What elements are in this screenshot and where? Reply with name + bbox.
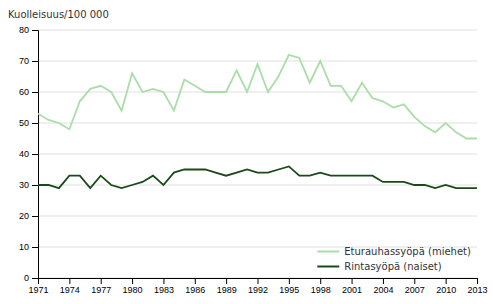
x-tick-label: 1986 [185, 285, 205, 295]
x-tick: 1974 [60, 278, 80, 295]
x-tick-mark [226, 278, 227, 284]
grid [38, 30, 477, 278]
x-tick-mark [383, 278, 384, 284]
x-tick-mark [163, 278, 164, 284]
y-tick-label: 20 [19, 211, 29, 221]
x-tick-label: 1983 [154, 285, 174, 295]
y-tick-mark [32, 30, 38, 31]
y-tick-mark [32, 123, 38, 124]
x-tick-label: 1995 [279, 285, 299, 295]
y-tick-mark [32, 92, 38, 93]
x-tick-mark [414, 278, 415, 284]
legend-swatch [317, 251, 339, 253]
y-tick: 40 [19, 149, 38, 159]
y-tick-label: 30 [19, 180, 29, 190]
y-tick-mark [32, 185, 38, 186]
x-tick-label: 2013 [467, 285, 487, 295]
x-axis-line [39, 279, 478, 285]
y-tick-mark [32, 61, 38, 62]
y-tick-mark [32, 154, 38, 155]
x-tick: 1992 [248, 278, 268, 295]
legend-label: Rintasyöpä (naiset) [344, 261, 441, 272]
y-tick-label: 60 [19, 87, 29, 97]
y-axis-line [32, 31, 39, 279]
x-tick-mark [289, 278, 290, 284]
y-tick: 20 [19, 211, 38, 221]
y-tick: 60 [19, 87, 38, 97]
x-tick: 1977 [91, 278, 111, 295]
x-axis: 1971 1974 1977 1980 1983 1986 1989 1992 1995 1998… [28, 278, 487, 295]
x-tick-mark [195, 278, 196, 284]
legend-swatch [317, 266, 339, 268]
y-tick-label: 0 [24, 273, 29, 283]
grid-line [38, 123, 477, 124]
chart: 1971 1974 1977 1980 1983 1986 1989 1992 1995 1998… [0, 0, 493, 304]
x-tick: 2004 [373, 278, 393, 295]
x-tick-mark [477, 278, 478, 284]
x-tick-mark [132, 278, 133, 284]
y-tick: 0 [24, 273, 38, 283]
x-tick: 1995 [279, 278, 299, 295]
x-tick-mark [320, 278, 321, 284]
y-tick-mark [32, 278, 38, 279]
y-tick-label: 50 [19, 118, 29, 128]
series-line [38, 55, 477, 139]
legend-item: Rintasyöpä (naiset) [317, 261, 441, 272]
x-tick-mark [446, 278, 447, 284]
x-tick-label: 1989 [217, 285, 237, 295]
legend: Eturauhassyöpä (miehet) Rintasyöpä (naise… [317, 246, 471, 272]
lines [38, 55, 477, 188]
x-tick-mark [101, 278, 102, 284]
y-tick: 70 [19, 56, 38, 66]
x-tick-label: 1992 [248, 285, 268, 295]
x-tick-mark [69, 278, 70, 284]
x-tick-label: 1974 [60, 285, 80, 295]
grid-line [38, 61, 477, 62]
y-tick-mark [32, 247, 38, 248]
x-tick-label: 2010 [436, 285, 456, 295]
x-tick-label: 2007 [405, 285, 425, 295]
x-tick-label: 2004 [373, 285, 393, 295]
grid-line [38, 154, 477, 155]
y-tick: 50 [19, 118, 38, 128]
x-tick-label: 1998 [311, 285, 331, 295]
x-tick: 1989 [217, 278, 237, 295]
plot: 1971 1974 1977 1980 1983 1986 1989 1992 1995 1998… [19, 25, 488, 295]
x-tick: 1983 [154, 278, 174, 295]
x-tick: 1980 [123, 278, 143, 295]
y-axis: 0 10 20 30 40 50 60 70 80 [19, 25, 39, 283]
x-tick: 1971 [28, 278, 48, 295]
x-tick-label: 1971 [28, 285, 48, 295]
grid-line [38, 30, 477, 31]
y-tick-label: 70 [19, 56, 29, 66]
legend-label: Eturauhassyöpä (miehet) [344, 246, 471, 257]
x-tick-label: 2001 [342, 285, 362, 295]
y-axis-title: Kuolleisuus/100 000 [8, 9, 109, 20]
legend-item: Eturauhassyöpä (miehet) [317, 246, 471, 257]
grid-line [38, 92, 477, 93]
x-tick-mark [258, 278, 259, 284]
grid-line [38, 216, 477, 217]
x-tick-label: 1980 [123, 285, 143, 295]
series-line [38, 166, 477, 188]
x-tick: 2013 [467, 278, 487, 295]
x-tick: 1986 [185, 278, 205, 295]
x-tick-label: 1977 [91, 285, 111, 295]
x-tick: 2010 [436, 278, 456, 295]
y-tick-label: 10 [19, 242, 29, 252]
y-tick: 10 [19, 242, 38, 252]
y-tick: 30 [19, 180, 38, 190]
x-tick-mark [352, 278, 353, 284]
x-tick: 1998 [311, 278, 331, 295]
y-tick-label: 80 [19, 25, 29, 35]
y-tick-mark [32, 216, 38, 217]
x-tick: 2007 [405, 278, 425, 295]
x-tick: 2001 [342, 278, 362, 295]
y-tick: 80 [19, 25, 38, 35]
y-tick-label: 40 [19, 149, 29, 159]
